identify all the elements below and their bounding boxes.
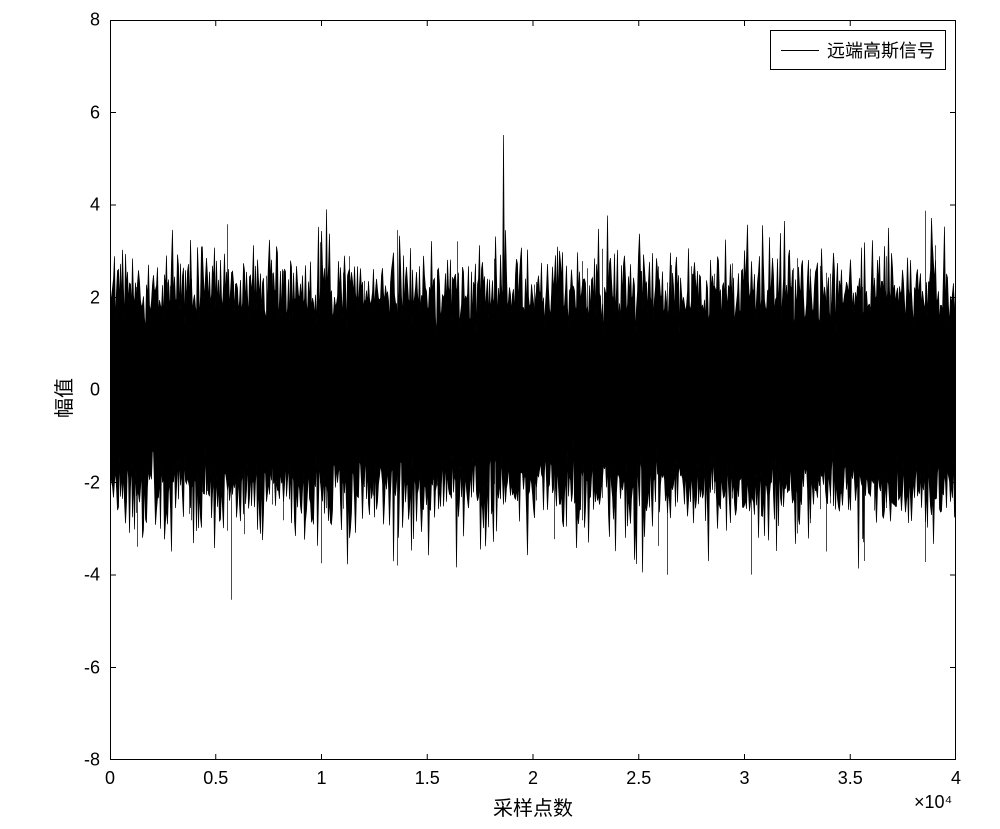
x-axis-label: 采样点数 [493,792,573,821]
y-tick-label: -2 [84,472,100,493]
x-tick-label: 4 [951,768,961,789]
y-tick-label: 0 [90,380,100,401]
y-tick-label: 6 [90,102,100,123]
y-tick-label: -8 [84,750,100,771]
legend: 远端高斯信号 [770,30,946,70]
y-tick-label: 4 [90,195,100,216]
y-tick-label: -6 [84,657,100,678]
x-tick-label: 1.5 [415,768,440,789]
figure: 远端高斯信号 00.511.522.533.54-8-6-4-202468 幅值… [0,0,1000,829]
x-tick-label: 2.5 [626,768,651,789]
signal-trace [111,135,956,572]
plot-svg [110,20,956,760]
legend-line-sample [781,50,819,51]
y-tick-label: 8 [90,10,100,31]
y-axis-label: 幅值 [48,378,77,418]
x-axis-exponent: ×10⁴ [914,792,952,813]
plot-area: 远端高斯信号 00.511.522.533.54-8-6-4-202468 [110,20,956,760]
x-tick-label: 3.5 [838,768,863,789]
x-tick-label: 3 [739,768,749,789]
y-tick-label: -4 [84,565,100,586]
legend-label: 远端高斯信号 [827,37,935,63]
y-tick-label: 2 [90,287,100,308]
x-tick-label: 1 [316,768,326,789]
x-tick-label: 0.5 [203,768,228,789]
x-tick-label: 0 [105,768,115,789]
x-tick-label: 2 [528,768,538,789]
